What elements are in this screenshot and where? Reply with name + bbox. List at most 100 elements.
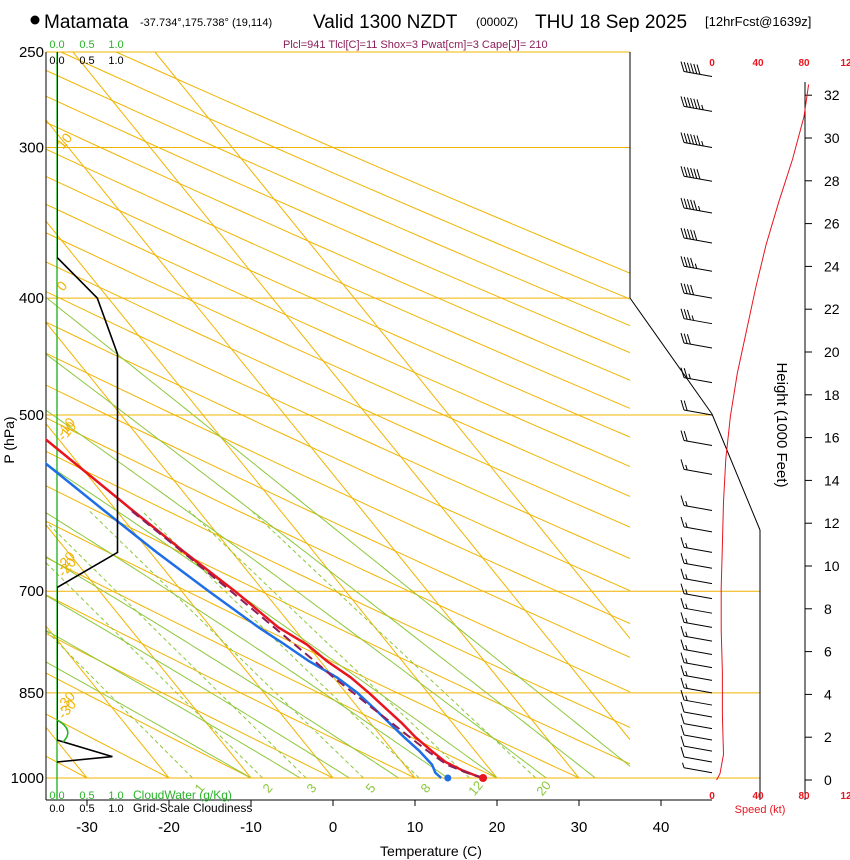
speed-tick-bottom: 0 <box>709 791 715 802</box>
mixing-ratio-line <box>250 510 537 779</box>
location-name: Matamata <box>44 12 129 33</box>
wind-barb <box>680 735 713 752</box>
moist-adiabat <box>46 629 301 779</box>
dry-adiabat <box>115 52 630 274</box>
x-tick-label: -10 <box>240 819 262 836</box>
mixing-ratio-line <box>46 520 307 779</box>
dry-adiabat <box>46 520 580 779</box>
wind-barb <box>680 495 713 511</box>
isotherm <box>46 422 334 779</box>
location-coords: -37.734°,175.738° (19,114) <box>140 17 272 29</box>
isotherm-label: 30 <box>734 462 756 484</box>
x-tick-label: 20 <box>489 819 506 836</box>
location-dot <box>30 15 40 25</box>
height-tick-label: 14 <box>824 472 840 488</box>
speed-tick-top: 12 <box>840 58 850 69</box>
pressure-tick-label: 850 <box>19 685 44 702</box>
profile-lines <box>46 437 488 782</box>
pressure-tick-label: 700 <box>19 583 44 600</box>
cloudiness-bottom-tick: 1.0 <box>108 803 123 815</box>
dry-adiabat <box>46 69 630 327</box>
cloudiness-top-tick: 0.0 <box>49 55 64 67</box>
axis-labels: -30 -20 -10 0 10 20 30 402503004005007008501000… <box>1 39 669 859</box>
mixing-ratio-label: 3 <box>303 781 319 796</box>
dry-adiabat <box>46 321 630 592</box>
height-tick-label: 18 <box>824 387 840 403</box>
height-tick-label: 12 <box>824 515 840 531</box>
isotherm <box>46 625 170 779</box>
wind-barb <box>680 553 713 569</box>
moist-adiabat <box>46 353 596 779</box>
wind-barbs <box>680 61 713 774</box>
wind-barb <box>680 61 713 78</box>
valid-date: THU 18 Sep 2025 <box>535 12 687 33</box>
mixing-ratio-lines <box>46 510 537 779</box>
wind-barb <box>680 724 713 741</box>
speed-tick-top: 0 <box>709 58 715 69</box>
dewpoint-line <box>46 462 443 779</box>
wind-barb <box>680 746 713 763</box>
wind-barb <box>680 166 713 182</box>
wind-barb <box>680 516 713 533</box>
wind-barb <box>680 583 713 600</box>
dry-adiabat <box>46 672 252 779</box>
dry-adiabat <box>46 203 630 468</box>
mixing-ratio-line <box>141 510 420 779</box>
mixing-ratio-line <box>188 510 470 779</box>
speed-tick-bottom: 80 <box>798 791 810 802</box>
pressure-tick-label: 300 <box>19 139 44 156</box>
wind-barb <box>680 256 713 272</box>
surface-dewpoint-dot <box>444 774 452 782</box>
pressure-tick-label: 250 <box>19 44 44 61</box>
dry-adiabat <box>46 417 630 693</box>
pressure-tick-label: 1000 <box>11 770 44 787</box>
wind-barb <box>680 537 713 553</box>
speed-tick-top: 40 <box>752 58 764 69</box>
speed-panel: 0246810121416182022242628303200404080801… <box>709 58 850 816</box>
wind-barb <box>680 308 713 325</box>
x-tick-label: 30 <box>571 819 588 836</box>
x-tick-label: -30 <box>76 819 98 836</box>
mixing-ratio-line <box>88 510 364 779</box>
wind-barb <box>680 399 713 416</box>
height-tick-label: 26 <box>824 216 840 232</box>
utc-time: (0000Z) <box>476 15 518 29</box>
surface-temperature-dot <box>479 774 488 782</box>
isotherm <box>0 52 5 778</box>
wind-barb <box>680 430 713 447</box>
dry-adiabat <box>46 175 630 438</box>
dry-adiabat <box>46 485 630 765</box>
speed-tick-bottom: 40 <box>752 791 764 802</box>
wind-barb <box>680 568 713 585</box>
wind-barb <box>680 677 713 694</box>
height-tick-label: 20 <box>824 344 840 360</box>
cloudiness-top-tick: 1.0 <box>108 55 123 67</box>
mixing-ratio-label: 8 <box>417 781 433 796</box>
isotherm-label: 10 <box>650 305 672 327</box>
height-tick-label: 2 <box>824 729 832 745</box>
height-tick-label: 6 <box>824 644 832 660</box>
cloudwater-top-tick: 1.0 <box>108 39 123 51</box>
dry-adiabat <box>46 352 630 625</box>
plot-right-slant-2 <box>711 413 761 531</box>
moist-adiabat <box>46 409 547 779</box>
dry-adiabat <box>46 261 630 528</box>
pressure-tick-label: 500 <box>19 407 44 424</box>
wind-barb <box>680 701 713 718</box>
moist-adiabat <box>46 463 498 779</box>
wind-barb <box>680 332 713 349</box>
cloudiness-bottom-tick: 0.5 <box>79 803 94 815</box>
dry-adiabat <box>46 121 630 381</box>
pressure-tick-label: 400 <box>19 290 44 307</box>
wind-barb <box>680 652 713 669</box>
mixing-ratio-label: 2 <box>259 781 275 796</box>
isotherm-label: 0 <box>53 278 70 294</box>
height-tick-label: 30 <box>824 130 840 146</box>
height-tick-label: 22 <box>824 301 840 317</box>
wind-barb <box>680 639 713 656</box>
wind-barb <box>680 625 713 642</box>
cloudwater-top-tick: 0.0 <box>49 39 64 51</box>
wind-barb <box>680 598 713 614</box>
dry-adiabat <box>46 594 416 779</box>
isotherm-label: 20 <box>696 382 718 404</box>
